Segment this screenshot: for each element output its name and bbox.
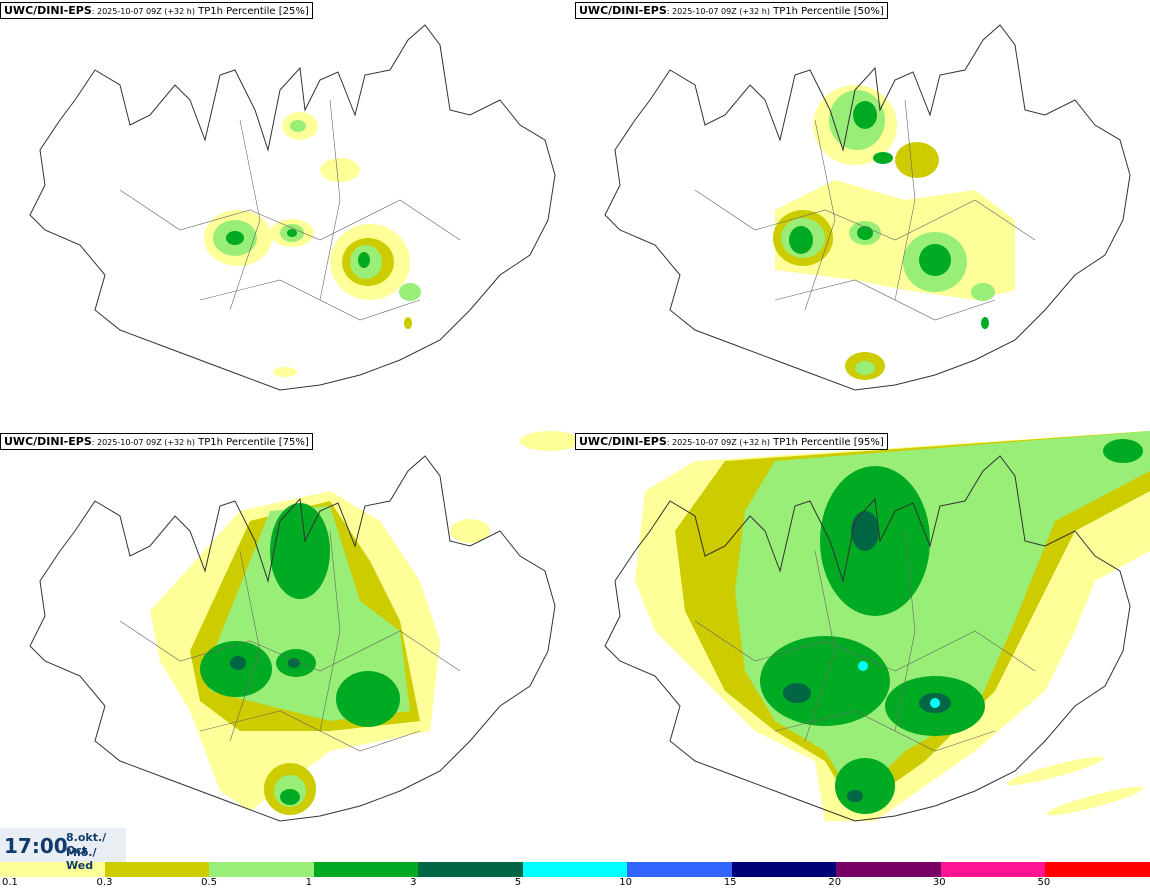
legend-tick-label: 1 [305,877,312,888]
precip-field [204,112,421,377]
map-canvas [604,24,1131,391]
legend-tick-label: 5 [514,877,522,888]
legend-swatch [104,862,210,877]
panel-title: UWC/DINI-EPS: 2025-10-07 09Z (+32 h) TP1… [0,2,313,19]
legend-swatch [627,862,732,877]
legend-colorbar [0,862,1150,877]
region-borders [119,530,461,752]
precip-field [150,431,575,815]
precip-field [773,85,1015,380]
valid-time-box: 17:00 8.okt./ Oct Mið./ Wed [0,828,126,872]
legend-tick-label: 50 [1037,877,1051,888]
legend-swatch [836,862,941,877]
legend-tick-label: 20 [828,877,842,888]
legend-tick-label: 0.1 [2,877,18,888]
map-panel-25: UWC/DINI-EPS: 2025-10-07 09Z (+32 h) TP1… [0,0,575,430]
map-panel-95: UWC/DINI-EPS: 2025-10-07 09Z (+32 h) TP1… [575,431,1150,861]
legend-tick-label: 3 [410,877,417,888]
legend-swatch [418,862,523,877]
legend-tick-label: 0.5 [201,877,217,888]
legend-tick-label: 30 [932,877,946,888]
legend-tick-label: 15 [723,877,737,888]
legend-swatch [940,862,1046,877]
region-borders [119,99,461,321]
map-canvas [604,431,1150,822]
legend-swatch [313,862,419,877]
legend-swatch [731,862,837,877]
valid-time: 17:00 [4,834,68,858]
map-canvas [29,431,575,822]
map-panel-75: UWC/DINI-EPS: 2025-10-07 09Z (+32 h) TP1… [0,431,575,861]
map-panel-50: UWC/DINI-EPS: 2025-10-07 09Z (+32 h) TP1… [575,0,1150,430]
legend-swatch [522,862,628,877]
legend-tick-label: 10 [619,877,632,888]
region-borders [694,530,1036,752]
legend-ticks: 0.1 0.3 0.5 1 3 5 10 15 20 30 50 [0,877,1150,891]
legend-swatch [1045,862,1150,877]
precip-field [635,431,1150,821]
valid-date-line1: 8.okt./ Oct [66,831,107,857]
valid-date-line2: Mið./ Wed [66,846,97,872]
panel-title: UWC/DINI-EPS: 2025-10-07 09Z (+32 h) TP1… [575,433,888,450]
map-canvas [29,24,556,391]
panel-title: UWC/DINI-EPS: 2025-10-07 09Z (+32 h) TP1… [0,433,313,450]
coastline [29,24,556,391]
legend-swatch [0,862,105,877]
panel-title: UWC/DINI-EPS: 2025-10-07 09Z (+32 h) TP1… [575,2,888,19]
legend-swatch [209,862,314,877]
region-borders [694,99,1036,321]
legend-tick-label: 0.3 [96,877,113,888]
